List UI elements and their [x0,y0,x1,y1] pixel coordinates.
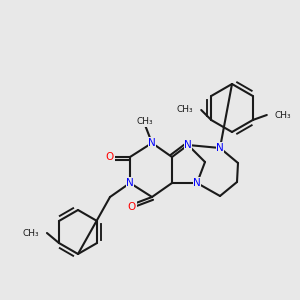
Text: N: N [148,138,156,148]
Text: O: O [128,202,136,212]
Text: N: N [184,140,192,150]
Text: CH₃: CH₃ [177,106,193,115]
Text: N: N [126,178,134,188]
Text: N: N [216,143,224,153]
Text: CH₃: CH₃ [22,229,39,238]
Text: CH₃: CH₃ [275,110,291,119]
Text: N: N [193,178,201,188]
Text: O: O [106,152,114,162]
Text: CH₃: CH₃ [137,118,153,127]
